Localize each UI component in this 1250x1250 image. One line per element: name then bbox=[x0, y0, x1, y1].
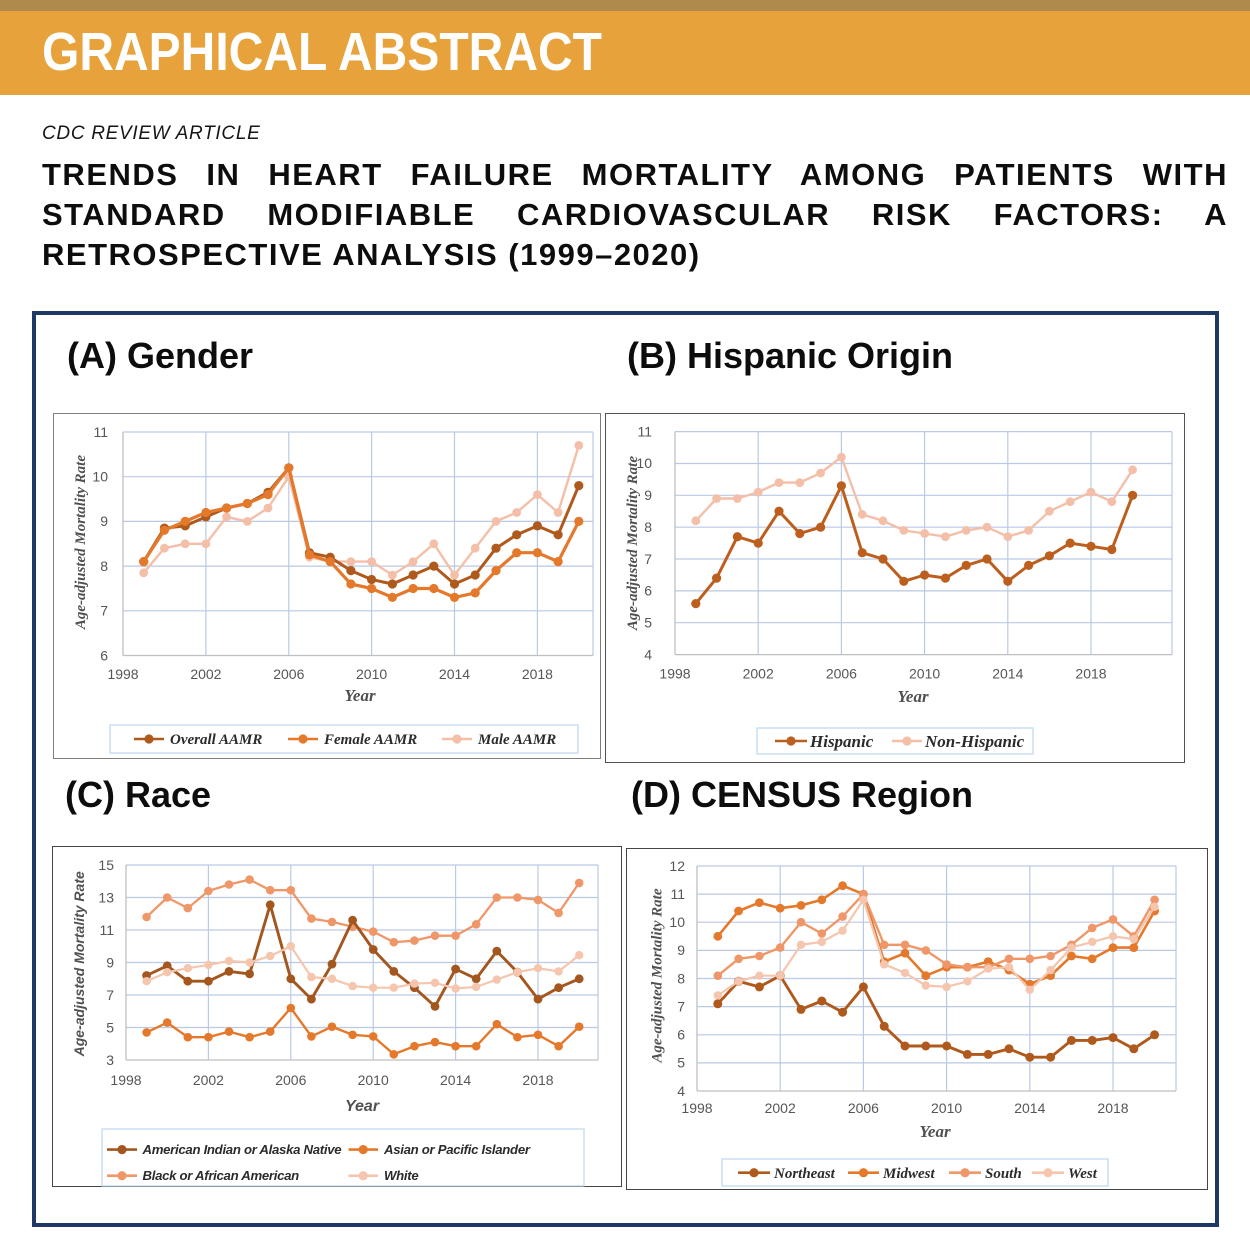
svg-text:2002: 2002 bbox=[765, 1100, 796, 1116]
svg-text:2014: 2014 bbox=[1014, 1100, 1045, 1116]
svg-text:2018: 2018 bbox=[522, 666, 553, 682]
svg-text:2018: 2018 bbox=[522, 1072, 553, 1088]
svg-text:Black or African American: Black or African American bbox=[143, 1168, 300, 1183]
svg-text:Year: Year bbox=[345, 1098, 380, 1115]
svg-text:2006: 2006 bbox=[826, 666, 857, 682]
svg-text:13: 13 bbox=[98, 889, 114, 905]
svg-text:2010: 2010 bbox=[909, 666, 940, 682]
svg-text:Female AAMR: Female AAMR bbox=[323, 732, 417, 748]
svg-text:3: 3 bbox=[106, 1052, 114, 1068]
svg-text:5: 5 bbox=[644, 615, 652, 631]
svg-text:Overall AAMR: Overall AAMR bbox=[170, 732, 262, 748]
svg-text:1998: 1998 bbox=[659, 666, 690, 682]
svg-text:4: 4 bbox=[677, 1083, 685, 1099]
svg-text:Midwest: Midwest bbox=[882, 1166, 936, 1182]
svg-text:Year: Year bbox=[919, 1122, 951, 1141]
svg-text:11: 11 bbox=[637, 423, 652, 439]
svg-text:Year: Year bbox=[897, 687, 929, 706]
svg-text:6: 6 bbox=[100, 647, 108, 663]
svg-text:11: 11 bbox=[93, 424, 108, 440]
svg-text:6: 6 bbox=[644, 583, 652, 599]
svg-text:Year: Year bbox=[344, 686, 376, 705]
svg-text:6: 6 bbox=[677, 1027, 685, 1043]
svg-text:2018: 2018 bbox=[1075, 666, 1106, 682]
svg-text:8: 8 bbox=[677, 970, 685, 986]
svg-text:Age-adjusted Mortality Rate: Age-adjusted Mortality Rate bbox=[73, 455, 89, 631]
svg-text:2006: 2006 bbox=[848, 1100, 879, 1116]
svg-text:11: 11 bbox=[99, 922, 114, 938]
svg-text:Non-Hispanic: Non-Hispanic bbox=[924, 732, 1025, 751]
svg-text:White: White bbox=[384, 1168, 418, 1183]
svg-text:7: 7 bbox=[677, 998, 685, 1014]
svg-text:2014: 2014 bbox=[439, 666, 470, 682]
svg-text:Asian or Pacific Islander: Asian or Pacific Islander bbox=[383, 1142, 531, 1157]
svg-text:12: 12 bbox=[669, 858, 685, 874]
svg-text:4: 4 bbox=[644, 646, 652, 662]
svg-text:9: 9 bbox=[644, 487, 652, 503]
svg-text:2002: 2002 bbox=[743, 666, 774, 682]
svg-text:Hispanic: Hispanic bbox=[809, 732, 874, 751]
svg-text:2010: 2010 bbox=[356, 666, 387, 682]
svg-text:2010: 2010 bbox=[931, 1100, 962, 1116]
svg-text:West: West bbox=[1068, 1166, 1098, 1182]
svg-text:10: 10 bbox=[669, 914, 685, 930]
svg-text:7: 7 bbox=[644, 551, 652, 567]
svg-text:9: 9 bbox=[106, 954, 114, 970]
svg-text:5: 5 bbox=[677, 1055, 685, 1071]
svg-text:2014: 2014 bbox=[440, 1072, 471, 1088]
svg-text:2014: 2014 bbox=[992, 666, 1023, 682]
svg-text:7: 7 bbox=[100, 603, 108, 619]
svg-text:2006: 2006 bbox=[273, 666, 304, 682]
svg-text:2006: 2006 bbox=[275, 1072, 306, 1088]
svg-text:5: 5 bbox=[106, 1019, 114, 1035]
svg-text:10: 10 bbox=[636, 455, 652, 471]
svg-text:7: 7 bbox=[106, 987, 114, 1003]
svg-text:9: 9 bbox=[100, 513, 108, 529]
svg-text:10: 10 bbox=[92, 469, 108, 485]
svg-text:Northeast: Northeast bbox=[773, 1166, 836, 1182]
svg-text:American Indian or Alaska Nati: American Indian or Alaska Native bbox=[142, 1142, 342, 1157]
svg-text:11: 11 bbox=[670, 886, 685, 902]
svg-text:1998: 1998 bbox=[107, 666, 138, 682]
svg-text:1998: 1998 bbox=[110, 1072, 141, 1088]
svg-text:Age-adjusted Mortality Rate: Age-adjusted Mortality Rate bbox=[625, 456, 641, 632]
svg-text:Age-adjusted Mortality Rate: Age-adjusted Mortality Rate bbox=[650, 888, 666, 1064]
svg-text:2010: 2010 bbox=[358, 1072, 389, 1088]
svg-text:15: 15 bbox=[98, 857, 114, 873]
svg-text:9: 9 bbox=[677, 942, 685, 958]
svg-text:Male AAMR: Male AAMR bbox=[477, 732, 556, 748]
svg-text:1998: 1998 bbox=[681, 1100, 712, 1116]
svg-text:South: South bbox=[985, 1166, 1022, 1182]
svg-text:Age-adjusted Mortality Rate: Age-adjusted Mortality Rate bbox=[71, 871, 87, 1057]
svg-text:2002: 2002 bbox=[190, 666, 221, 682]
svg-text:2018: 2018 bbox=[1097, 1100, 1128, 1116]
svg-text:8: 8 bbox=[100, 558, 108, 574]
svg-text:8: 8 bbox=[644, 519, 652, 535]
svg-text:2002: 2002 bbox=[193, 1072, 224, 1088]
